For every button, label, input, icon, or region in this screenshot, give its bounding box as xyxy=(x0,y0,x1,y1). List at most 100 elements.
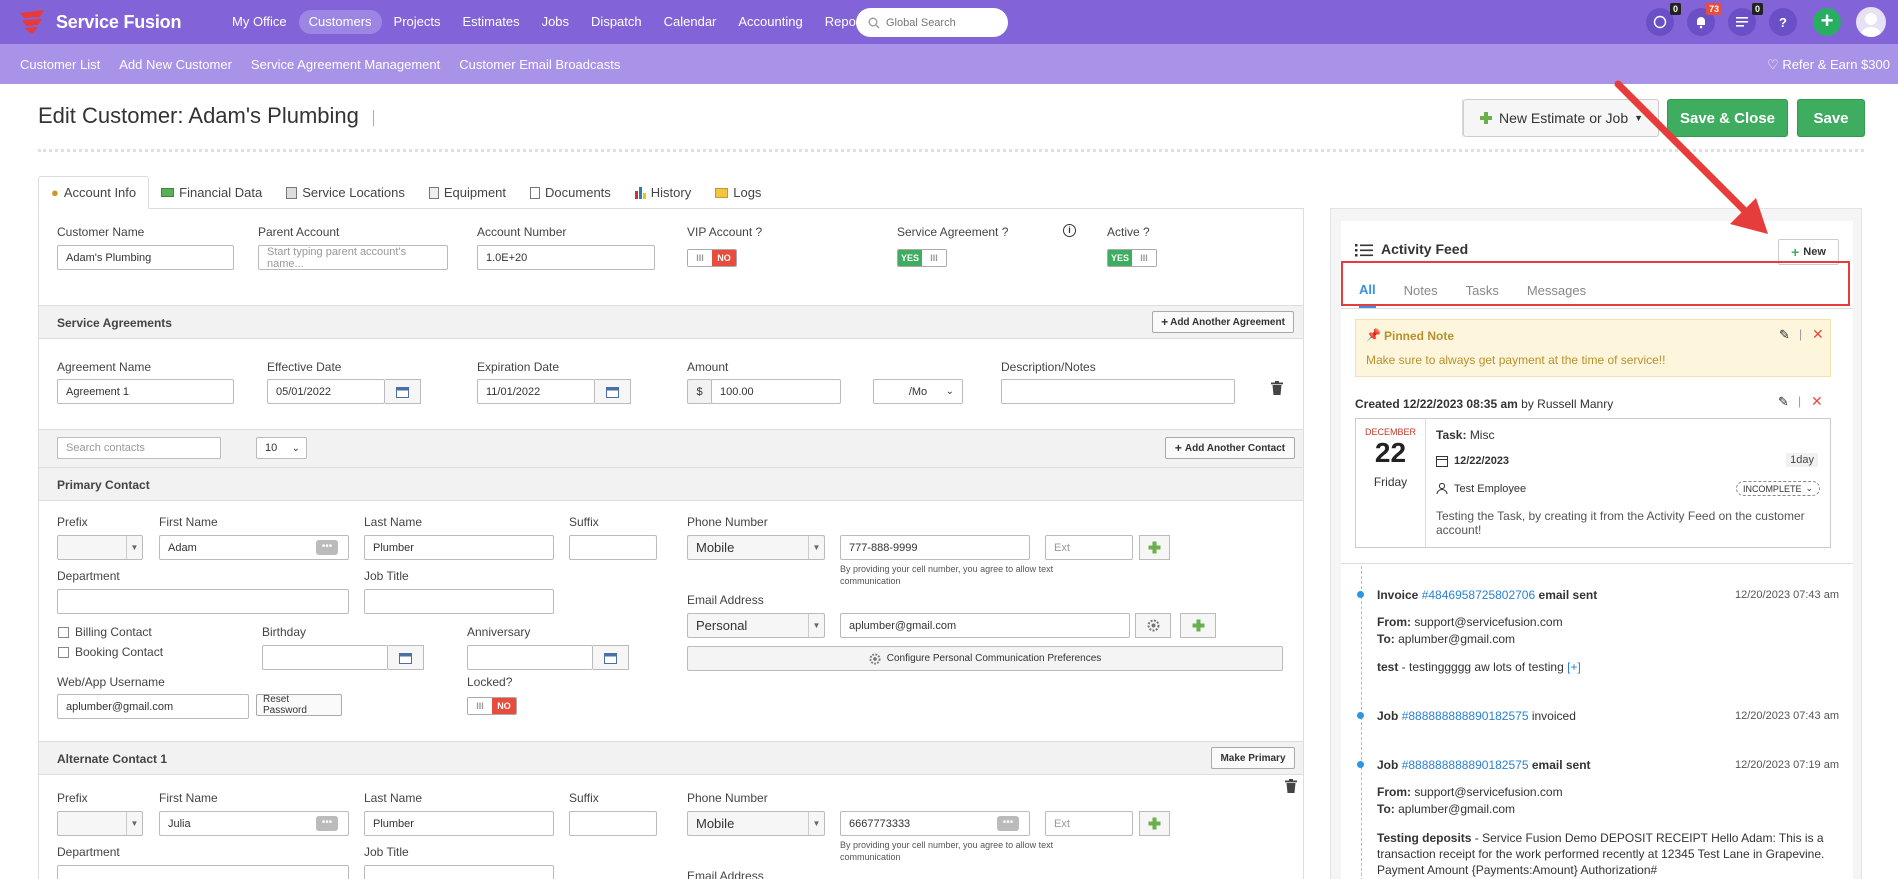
add-email-button[interactable] xyxy=(1180,613,1216,638)
email-type-select[interactable]: Personal ▼ xyxy=(687,613,825,638)
customer-name-input[interactable]: Adam's Plumbing xyxy=(57,245,234,270)
subnav-service-agreement-management[interactable]: Service Agreement Management xyxy=(250,57,441,72)
add-another-agreement-button[interactable]: + Add Another Agreement xyxy=(1152,311,1294,333)
user-avatar[interactable] xyxy=(1856,7,1886,37)
trash-icon[interactable] xyxy=(1285,779,1297,793)
alt-last-name-input[interactable]: Plumber xyxy=(364,811,554,836)
feed-tab-messages[interactable]: Messages xyxy=(1526,283,1587,298)
feed-tab-notes[interactable]: Notes xyxy=(1403,283,1438,298)
nav-customers[interactable]: Customers xyxy=(298,10,382,34)
alt-prefix-select[interactable]: ▼ xyxy=(57,811,143,836)
phone-input[interactable]: 777-888-9999 xyxy=(840,535,1030,560)
page-size-select[interactable]: 10 ⌄ xyxy=(256,437,307,459)
email-settings-button[interactable] xyxy=(1135,613,1171,638)
nav-dispatch[interactable]: Dispatch xyxy=(591,14,642,29)
trash-icon[interactable] xyxy=(1271,381,1283,395)
email-input[interactable]: aplumber@gmail.com xyxy=(840,613,1130,638)
alt-phone-type-select[interactable]: Mobile ▼ xyxy=(687,811,825,836)
parent-account-input[interactable]: Start typing parent account's name... xyxy=(258,245,448,270)
billing-contact-checkbox[interactable] xyxy=(58,627,69,638)
save-close-button[interactable]: Save & Close xyxy=(1667,99,1788,137)
notifications-button[interactable]: 73 xyxy=(1687,3,1722,36)
tab-history[interactable]: History xyxy=(623,176,703,209)
add-another-contact-button[interactable]: + Add Another Contact xyxy=(1165,437,1295,459)
global-search-input[interactable] xyxy=(886,16,996,29)
alt-department-input[interactable] xyxy=(57,865,349,879)
nav-accounting[interactable]: Accounting xyxy=(738,14,803,29)
department-input[interactable] xyxy=(57,589,349,614)
add-phone-button[interactable] xyxy=(1139,535,1170,560)
close-icon[interactable]: ✕ xyxy=(1811,393,1823,409)
refer-link[interactable]: ♡ Refer & Earn $300 xyxy=(1767,57,1890,73)
info-icon[interactable]: i xyxy=(1063,224,1076,237)
more-options-icon[interactable]: ••• xyxy=(316,816,338,831)
tab-financial-data[interactable]: Financial Data xyxy=(149,176,274,209)
vip-account-toggle[interactable]: III NO xyxy=(687,249,737,267)
username-input[interactable]: aplumber@gmail.com xyxy=(57,694,249,719)
nav-calendar[interactable]: Calendar xyxy=(663,14,717,29)
service-agreement-toggle[interactable]: YES III xyxy=(897,249,947,267)
global-search[interactable] xyxy=(856,8,1008,37)
phone-ext-input[interactable]: Ext xyxy=(1045,535,1133,560)
locked-toggle[interactable]: III NO xyxy=(467,697,517,715)
nav-my-office[interactable]: My Office xyxy=(232,14,287,29)
feed-item-ref-link[interactable]: #4846958725802706 xyxy=(1421,588,1536,602)
feed-tab-all[interactable]: All xyxy=(1359,273,1376,308)
new-estimate-or-job-button[interactable]: New Estimate or Job ▼ xyxy=(1463,99,1659,137)
chat-button[interactable]: 0 xyxy=(1646,3,1681,36)
expand-message-link[interactable]: [+] xyxy=(1567,660,1581,674)
edit-pencil-icon[interactable]: ✎ xyxy=(1778,394,1789,409)
tab-equipment[interactable]: Equipment xyxy=(417,176,518,209)
subnav-customer-email-broadcasts[interactable]: Customer Email Broadcasts xyxy=(459,57,621,72)
effective-date-input[interactable]: 05/01/2022 xyxy=(267,379,385,404)
feed-item-ref-link[interactable]: #888888888890182575 xyxy=(1401,758,1529,772)
effective-date-calendar[interactable] xyxy=(385,379,421,404)
agreement-name-input[interactable]: Agreement 1 xyxy=(57,379,234,404)
anniversary-input[interactable] xyxy=(467,645,593,670)
prefix-select[interactable]: ▼ xyxy=(57,535,143,560)
tab-account-info[interactable]: ● Account Info xyxy=(38,176,150,209)
new-activity-button[interactable]: + New xyxy=(1778,239,1839,265)
alt-add-phone-button[interactable] xyxy=(1139,811,1170,836)
configure-communication-preferences-button[interactable]: Configure Personal Communication Prefere… xyxy=(687,646,1283,671)
tab-service-locations[interactable]: Service Locations xyxy=(274,176,417,209)
job-title-input[interactable] xyxy=(364,589,554,614)
booking-contact-checkbox[interactable] xyxy=(58,647,69,658)
feed-tab-tasks[interactable]: Tasks xyxy=(1465,283,1499,298)
alt-job-title-input[interactable] xyxy=(364,865,554,879)
amount-input[interactable]: 100.00 xyxy=(711,379,841,404)
reset-password-button[interactable]: Reset Password xyxy=(256,694,342,716)
phone-type-select[interactable]: Mobile ▼ xyxy=(687,535,825,560)
expiration-date-input[interactable]: 11/01/2022 xyxy=(477,379,595,404)
nav-jobs[interactable]: Jobs xyxy=(541,14,570,29)
subnav-add-new-customer[interactable]: Add New Customer xyxy=(119,57,232,72)
help-button[interactable]: ? xyxy=(1769,8,1797,36)
brand-logo[interactable]: Service Fusion xyxy=(18,9,181,35)
birthday-input[interactable] xyxy=(262,645,388,670)
active-toggle[interactable]: YES III xyxy=(1107,249,1157,267)
tasks-button[interactable]: 0 xyxy=(1728,3,1763,36)
feed-item-ref-link[interactable]: #888888888890182575 xyxy=(1401,709,1529,723)
last-name-input[interactable]: Plumber xyxy=(364,535,554,560)
tab-documents[interactable]: Documents xyxy=(518,176,623,209)
nav-projects[interactable]: Projects xyxy=(393,14,441,29)
make-primary-button[interactable]: Make Primary xyxy=(1211,747,1295,769)
birthday-calendar[interactable] xyxy=(388,645,424,670)
account-number-input[interactable]: 1.0E+20 xyxy=(477,245,655,270)
description-input[interactable] xyxy=(1001,379,1235,404)
subnav-customer-list[interactable]: Customer List xyxy=(20,57,101,72)
search-contacts-input[interactable]: Search contacts xyxy=(57,437,221,459)
alt-suffix-input[interactable] xyxy=(569,811,657,836)
task-status-select[interactable]: INCOMPLETE ⌄ xyxy=(1735,481,1820,496)
edit-pencil-icon[interactable]: ✎ xyxy=(1779,327,1790,342)
alt-phone-ext-input[interactable]: Ext xyxy=(1045,811,1133,836)
nav-estimates[interactable]: Estimates xyxy=(462,14,520,29)
expiration-date-calendar[interactable] xyxy=(595,379,631,404)
period-select[interactable]: /Mo ⌄ xyxy=(873,379,963,404)
quick-add-button[interactable]: + xyxy=(1813,8,1841,36)
close-icon[interactable]: ✕ xyxy=(1812,326,1824,342)
more-options-icon[interactable]: ••• xyxy=(997,816,1019,831)
more-options-icon[interactable]: ••• xyxy=(316,540,338,555)
save-button[interactable]: Save xyxy=(1797,99,1865,137)
anniversary-calendar[interactable] xyxy=(593,645,629,670)
